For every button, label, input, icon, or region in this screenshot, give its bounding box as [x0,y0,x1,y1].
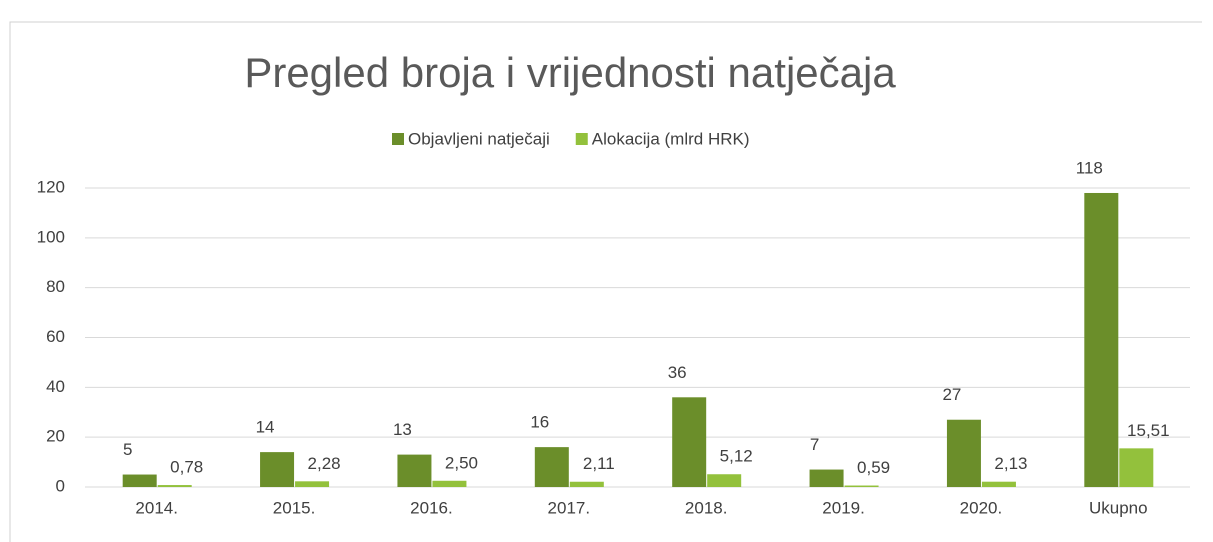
bar [260,452,295,487]
x-tick-label: 2016. [410,498,453,517]
x-tick-label: 2019. [822,498,865,517]
y-tick-label: 120 [37,177,65,196]
data-label: 2,11 [583,454,615,473]
bar [981,481,1016,487]
chart-title: Pregled broja i vrijednosti natječaja [244,49,896,96]
y-tick-label: 60 [46,327,65,346]
bar [157,485,192,487]
x-tick-label: 2018. [685,498,728,517]
bar [844,485,879,487]
data-label: 0,59 [857,458,890,477]
data-label: 5 [123,440,132,459]
bar [946,419,981,487]
data-label: 2,13 [994,454,1027,473]
bar [397,454,432,487]
data-label: 5,12 [720,447,753,466]
x-tick-label: 2015. [273,498,316,517]
data-label: 27 [942,385,961,404]
data-label: 2,50 [445,453,478,472]
legend-swatch [575,133,588,145]
bar [1084,192,1119,487]
data-label: 118 [1076,158,1103,177]
data-label: 36 [668,363,687,382]
x-tick-label: Ukupno [1089,498,1148,517]
legend-swatch [392,133,404,145]
y-tick-label: 20 [46,427,65,446]
bar [707,474,742,487]
x-tick-label: 2017. [548,498,591,517]
y-tick-label: 80 [46,277,65,296]
legend-label: Alokacija (mlrd HRK) [592,129,750,148]
x-tick-label: 2014. [135,498,178,517]
chart-frame [9,21,1202,542]
bar [295,481,330,487]
bar [122,474,157,487]
y-tick-label: 40 [46,377,65,396]
x-tick-label: 2020. [960,498,1003,517]
data-label: 14 [256,418,275,437]
data-label: 2,28 [308,454,341,473]
data-label: 13 [393,420,412,439]
bar [1119,448,1154,487]
bar [672,397,707,487]
data-label: 15,51 [1127,421,1170,440]
bar [569,481,604,487]
data-label: 16 [530,413,549,432]
y-tick-label: 0 [56,476,65,495]
data-label: 7 [810,435,819,454]
bar [534,447,569,487]
bar [809,469,844,487]
bar [432,480,467,487]
data-label: 0,78 [170,458,203,477]
legend-label: Objavljeni natječaji [408,129,550,148]
y-tick-label: 100 [37,227,65,246]
